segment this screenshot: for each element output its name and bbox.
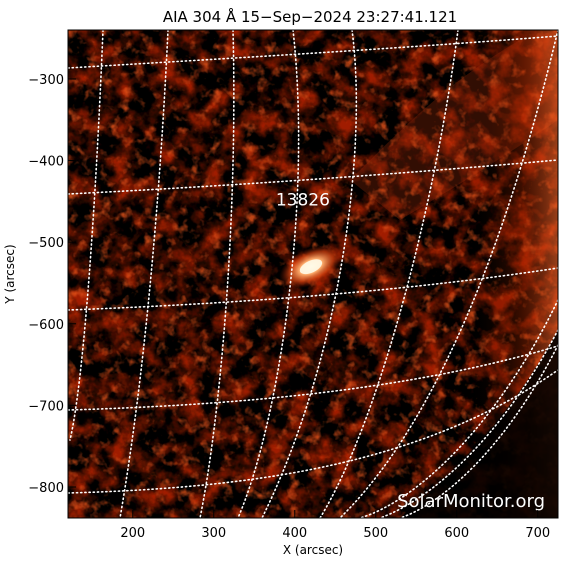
y-tick-label: −800 [28, 481, 64, 496]
x-tick-label: 600 [444, 526, 469, 541]
off-limb-region [400, 330, 558, 518]
active-region-label: 13826 [276, 191, 330, 211]
watermark: SolarMonitor.org [397, 491, 545, 512]
x-axis-label: X (arcsec) [283, 543, 343, 557]
y-tick-label: −700 [28, 399, 64, 414]
solar-disk-image: 13826 SolarMonitor.org [68, 30, 558, 518]
x-axis: 200 300 400 500 600 700 [120, 510, 550, 541]
x-tick-label: 700 [525, 526, 550, 541]
x-tick-label: 400 [282, 526, 307, 541]
y-axis-label: Y (arcsec) [3, 244, 17, 304]
image-title: AIA 304 Å 15−Sep−2024 23:27:41.121 [163, 7, 457, 26]
y-tick-label: −600 [28, 318, 64, 333]
active-region-core [299, 259, 323, 275]
x-tick-label: 200 [120, 526, 145, 541]
y-tick-label: −300 [28, 73, 64, 88]
heliographic-grid [68, 30, 558, 518]
x-tick-label: 300 [201, 526, 226, 541]
y-tick-label: −500 [28, 236, 64, 251]
plot-frame [67, 29, 559, 519]
x-tick-label: 500 [363, 526, 388, 541]
y-axis: −300 −400 −500 −600 −700 −800 [28, 73, 76, 496]
y-tick-label: −400 [28, 155, 64, 170]
